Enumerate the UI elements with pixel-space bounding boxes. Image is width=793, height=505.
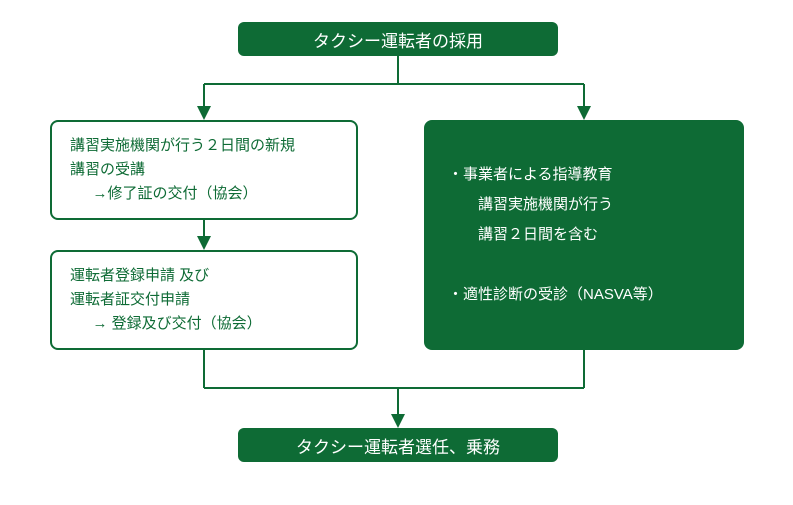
- node-left2-line2: 運転者証交付申請: [70, 291, 190, 308]
- flowchart-canvas: タクシー運転者の採用 講習実施機関が行う２日間の新規 講習の受講 →修了証の交付…: [0, 0, 793, 505]
- node-bottom: タクシー運転者選任、乗務: [238, 428, 558, 462]
- node-top: タクシー運転者の採用: [238, 22, 558, 56]
- node-left2: 運転者登録申請 及び 運転者証交付申請 → 登録及び交付（協会）: [50, 250, 358, 350]
- node-bottom-label: タクシー運転者選任、乗務: [296, 433, 500, 458]
- node-right: ・事業者による指導教育 講習実施機関が行う 講習２日間を含む ・適性診断の受診（…: [424, 120, 744, 350]
- node-left2-line3: → 登録及び交付（協会）: [70, 312, 338, 336]
- node-right-bullet2: ・適性診断の受診（NASVA等）: [448, 286, 663, 303]
- node-right-content: ・事業者による指導教育 講習実施機関が行う 講習２日間を含む ・適性診断の受診（…: [424, 140, 744, 330]
- node-left1-line3: →修了証の交付（協会）: [70, 182, 338, 206]
- node-left2-line1: 運転者登録申請 及び: [70, 267, 209, 284]
- node-right-sub2: 講習２日間を含む: [448, 220, 720, 250]
- node-left1-line1: 講習実施機関が行う２日間の新規: [70, 137, 295, 154]
- node-left1-content: 講習実施機関が行う２日間の新規 講習の受講 →修了証の交付（協会）: [52, 122, 356, 218]
- node-left1-line2: 講習の受講: [70, 161, 145, 178]
- node-right-bullet1: ・事業者による指導教育: [448, 166, 613, 183]
- node-left2-content: 運転者登録申請 及び 運転者証交付申請 → 登録及び交付（協会）: [52, 252, 356, 348]
- node-top-label: タクシー運転者の採用: [313, 27, 483, 52]
- node-left1: 講習実施機関が行う２日間の新規 講習の受講 →修了証の交付（協会）: [50, 120, 358, 220]
- node-right-sub1: 講習実施機関が行う: [448, 190, 720, 220]
